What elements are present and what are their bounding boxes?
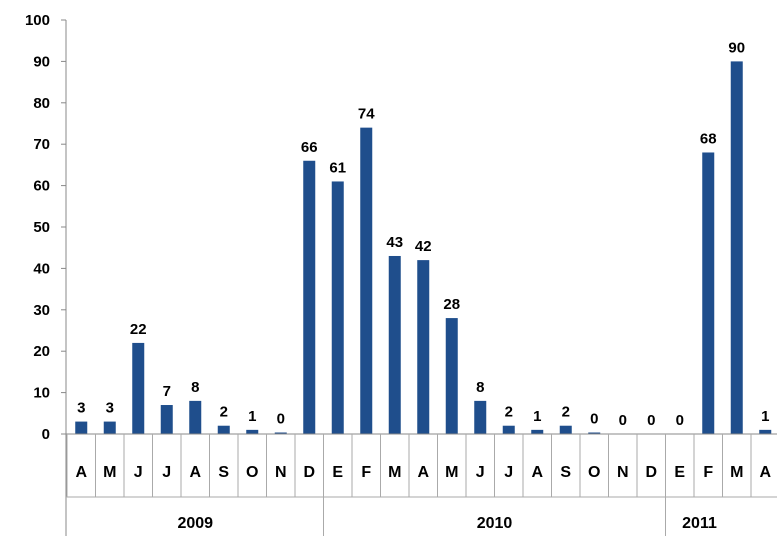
bar bbox=[303, 160, 316, 434]
y-tick-label: 10 bbox=[33, 385, 50, 402]
bar bbox=[132, 342, 145, 434]
bar bbox=[75, 421, 88, 434]
y-tick-label: 70 bbox=[33, 136, 50, 153]
month-label: M bbox=[730, 464, 743, 481]
month-label: S bbox=[560, 464, 571, 481]
data-label: 3 bbox=[106, 400, 114, 417]
y-tick-label: 30 bbox=[33, 302, 50, 319]
data-label: 74 bbox=[358, 106, 375, 123]
data-label: 43 bbox=[386, 234, 403, 251]
bar bbox=[331, 181, 344, 434]
y-tick-label: 100 bbox=[25, 12, 50, 29]
month-label: F bbox=[361, 464, 371, 481]
data-labels: 3 3 22 7 8 2 1 0 66 61 74 43 42 28 8 2 1 2 0 0 0 0 68 90 1 bbox=[77, 39, 769, 429]
y-tick-label: 90 bbox=[33, 53, 50, 70]
bar bbox=[274, 432, 287, 434]
month-label: J bbox=[162, 464, 171, 481]
month-label: J bbox=[476, 464, 485, 481]
data-label: 0 bbox=[647, 412, 655, 429]
month-label: A bbox=[75, 464, 87, 481]
bar bbox=[502, 425, 515, 434]
data-label: 7 bbox=[163, 383, 171, 400]
month-label: A bbox=[531, 464, 543, 481]
y-tick-label: 20 bbox=[33, 343, 50, 360]
y-axis: 0 10 20 30 40 50 60 70 80 90 100 bbox=[25, 12, 67, 536]
data-label: 2 bbox=[562, 404, 570, 421]
y-tick-label: 0 bbox=[42, 426, 50, 443]
bar bbox=[189, 400, 202, 434]
data-label: 42 bbox=[415, 238, 432, 255]
data-label: 1 bbox=[533, 408, 541, 425]
month-label: S bbox=[218, 464, 229, 481]
data-label: 28 bbox=[443, 296, 460, 313]
data-label: 22 bbox=[130, 321, 147, 338]
data-label: 1 bbox=[761, 408, 769, 425]
bar bbox=[474, 400, 487, 434]
bar bbox=[702, 152, 715, 435]
month-label: D bbox=[645, 464, 657, 481]
month-label: M bbox=[103, 464, 116, 481]
month-label: N bbox=[275, 464, 287, 481]
month-label: A bbox=[189, 464, 201, 481]
bar bbox=[160, 405, 173, 434]
month-label: O bbox=[588, 464, 600, 481]
bar bbox=[559, 425, 572, 434]
month-label: J bbox=[504, 464, 513, 481]
y-tick-label: 60 bbox=[33, 178, 50, 195]
data-label: 3 bbox=[77, 400, 85, 417]
data-label: 8 bbox=[476, 379, 484, 396]
y-tick-label: 40 bbox=[33, 260, 50, 277]
month-label: E bbox=[332, 464, 343, 481]
bar bbox=[759, 429, 772, 434]
bars bbox=[75, 61, 772, 435]
data-label: 0 bbox=[590, 411, 598, 428]
data-label: 0 bbox=[676, 412, 684, 429]
bar bbox=[445, 318, 458, 434]
bar bbox=[246, 429, 259, 434]
year-label: 2009 bbox=[177, 515, 213, 532]
month-label: N bbox=[617, 464, 629, 481]
data-label: 0 bbox=[277, 411, 285, 428]
month-label: A bbox=[759, 464, 771, 481]
bar bbox=[730, 61, 743, 435]
bar bbox=[417, 260, 430, 434]
year-label: 2011 bbox=[682, 515, 717, 532]
data-label: 2 bbox=[505, 404, 513, 421]
month-label: E bbox=[674, 464, 685, 481]
bar bbox=[103, 421, 116, 434]
data-label: 0 bbox=[619, 412, 627, 429]
bar bbox=[217, 425, 230, 434]
data-label: 1 bbox=[248, 408, 256, 425]
bar bbox=[388, 255, 401, 434]
month-label: O bbox=[246, 464, 258, 481]
data-label: 90 bbox=[728, 39, 745, 56]
month-label: A bbox=[417, 464, 429, 481]
year-label: 2010 bbox=[477, 515, 513, 532]
bar bbox=[531, 429, 544, 434]
bar bbox=[360, 127, 373, 434]
data-label: 2 bbox=[220, 404, 228, 421]
bar bbox=[588, 432, 601, 434]
month-label: F bbox=[703, 464, 713, 481]
y-tick-label: 80 bbox=[33, 95, 50, 112]
month-label: J bbox=[134, 464, 143, 481]
y-tick-label: 50 bbox=[33, 219, 50, 236]
month-label: M bbox=[388, 464, 401, 481]
data-label: 68 bbox=[700, 130, 717, 147]
month-label: D bbox=[303, 464, 315, 481]
data-label: 61 bbox=[329, 159, 346, 176]
month-label: M bbox=[445, 464, 458, 481]
data-label: 66 bbox=[301, 139, 318, 156]
data-label: 8 bbox=[191, 379, 199, 396]
